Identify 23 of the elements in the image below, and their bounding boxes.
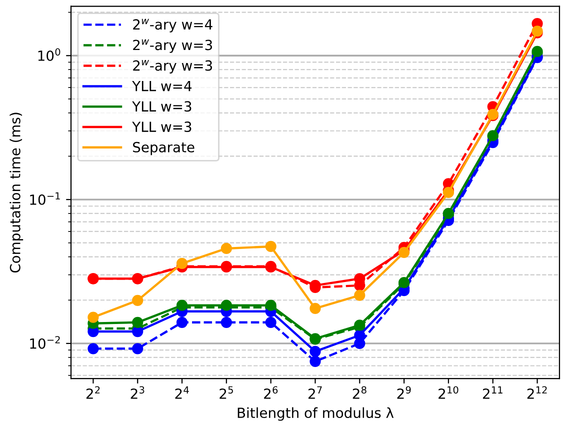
y-tick-label: 10$^{0}$	[38, 48, 60, 61]
legend-label: 2$^{w}$-ary w=3	[133, 60, 212, 74]
x-axis-title: Bitlength of modulus λ	[238, 407, 394, 421]
x-tick-label: 2$^{2}$	[86, 386, 100, 399]
y-axis-title: Computation time (ms)	[10, 112, 24, 273]
legend-label: YLL w=3	[132, 101, 192, 112]
x-tick-label: 2$^{5}$	[220, 386, 233, 399]
legend-label: 2$^{w}$-ary w=4	[133, 18, 212, 32]
x-tick-label: 2$^{12}$	[527, 386, 547, 399]
legend-label: YLL w=4	[132, 80, 192, 92]
x-tick-label: 2$^{9}$	[397, 386, 411, 399]
x-tick-label: 2$^{3}$	[130, 386, 144, 399]
x-tick-label: 2$^{11}$	[482, 386, 502, 399]
x-tick-label: 2$^{7}$	[308, 386, 322, 399]
legend-label: Separate	[133, 142, 194, 156]
x-tick-label: 2$^{8}$	[352, 386, 366, 399]
y-tick-label: 10$^{−2}$	[30, 336, 60, 349]
y-tick-label: 10$^{−1}$	[30, 192, 60, 205]
legend-label: YLL w=3	[132, 122, 192, 132]
x-tick-label: 2$^{6}$	[264, 386, 278, 399]
x-tick-label: 2$^{4}$	[175, 386, 189, 399]
legend-label: 2$^{w}$-ary w=3	[133, 39, 212, 53]
x-tick-label: 2$^{10}$	[438, 386, 458, 399]
